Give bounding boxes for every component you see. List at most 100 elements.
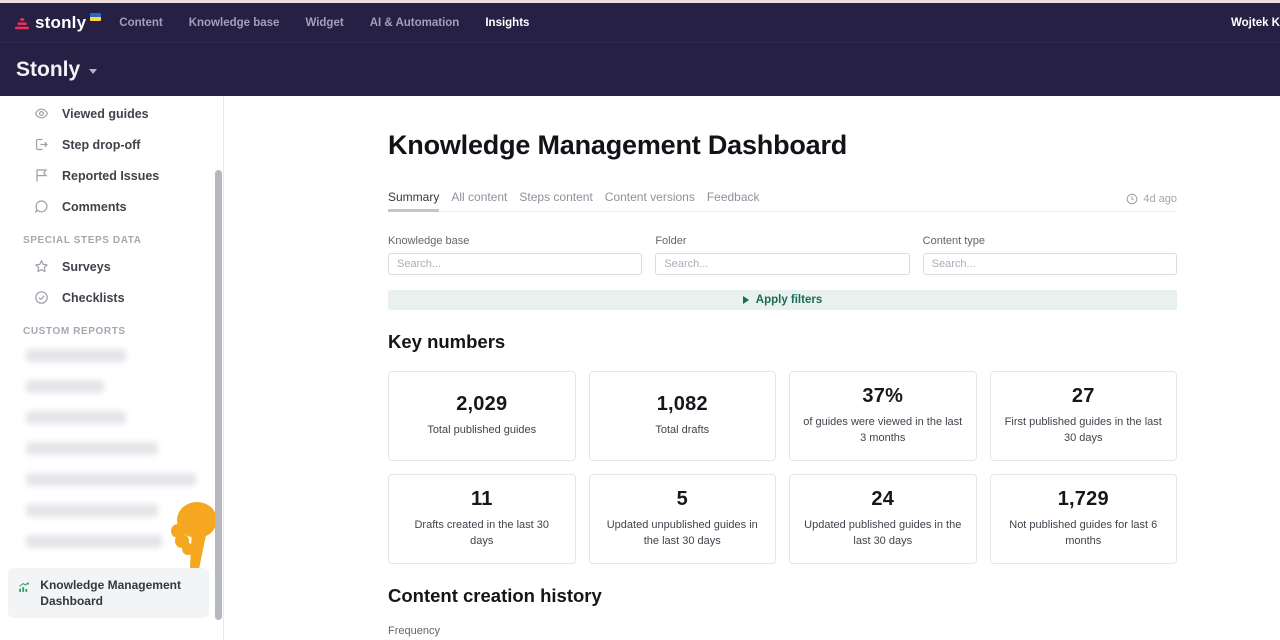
stat-value: 1,729 xyxy=(1057,488,1109,511)
comment-icon xyxy=(35,200,48,214)
stat-label: Updated published guides in the last 30 … xyxy=(804,519,962,547)
sidebar-item-checklists[interactable]: Checklists xyxy=(0,282,223,313)
content-type-search-input[interactable] xyxy=(922,253,1177,275)
redacted-report-item[interactable] xyxy=(26,535,162,548)
redacted-report-item[interactable] xyxy=(26,380,104,393)
content-creation-history-heading: Content creation history xyxy=(388,585,602,606)
active-report-label: Knowledge Management Dashboard xyxy=(40,577,181,608)
redacted-report-item[interactable] xyxy=(26,473,196,486)
chart-trend-icon xyxy=(19,581,29,592)
top-nav: stonly Content Knowledge base Widget AI … xyxy=(0,3,1280,42)
sidebar-scrollbar[interactable] xyxy=(215,170,222,620)
play-triangle-icon xyxy=(742,296,749,304)
stat-value: 24 xyxy=(871,488,895,511)
stat-card-updated-published: 24 Updated published guides in the last … xyxy=(789,474,977,564)
key-numbers-grid: 2,029 Total published guides 1,082 Total… xyxy=(388,371,1177,564)
nav-item-knowledge-base[interactable]: Knowledge base xyxy=(188,16,280,29)
nav-item-insights[interactable]: Insights xyxy=(485,16,530,29)
tab-feedback[interactable]: Feedback xyxy=(706,189,760,204)
page-top-accent-line xyxy=(0,0,1280,3)
nav-item-content[interactable]: Content xyxy=(119,16,163,29)
top-nav-items: Content Knowledge base Widget AI & Autom… xyxy=(119,17,529,29)
sidebar-item-label: Checklists xyxy=(62,290,125,305)
tab-all-content[interactable]: All content xyxy=(451,189,508,204)
stat-value: 5 xyxy=(676,488,688,511)
stat-value: 11 xyxy=(470,488,493,511)
apply-filters-button[interactable]: Apply filters xyxy=(388,290,1177,310)
key-numbers-heading: Key numbers xyxy=(388,331,506,352)
user-menu[interactable]: Wojtek K xyxy=(1231,16,1280,29)
sidebar-item-surveys[interactable]: Surveys xyxy=(0,251,223,282)
sidebar-item-comments[interactable]: Comments xyxy=(0,191,223,222)
tab-bar: Summary All content Steps content Conten… xyxy=(388,186,1177,212)
stat-label: Updated unpublished guides in the last 3… xyxy=(606,519,758,547)
check-circle-icon xyxy=(35,291,48,304)
tab-steps-content[interactable]: Steps content xyxy=(519,189,593,204)
sidebar-item-label: Viewed guides xyxy=(62,106,149,121)
page-title: Knowledge Management Dashboard xyxy=(388,130,848,160)
stat-value: 27 xyxy=(1071,385,1095,408)
insights-sidebar: Viewed guides Step drop-off Reported Iss… xyxy=(0,96,224,640)
sidebar-item-label: Surveys xyxy=(62,259,111,274)
flag-icon xyxy=(36,169,48,182)
stat-card-total-published-guides: 2,029 Total published guides xyxy=(388,371,576,461)
main-content: Knowledge Management Dashboard Summary A… xyxy=(224,96,1280,640)
sidebar-item-viewed-guides[interactable]: Viewed guides xyxy=(0,98,223,129)
stat-value: 2,029 xyxy=(456,393,508,416)
stat-value: 37% xyxy=(862,385,904,408)
pointing-hand-arrow xyxy=(171,502,217,575)
stat-label: of guides were viewed in the last 3 mont… xyxy=(803,416,963,444)
workspace-name[interactable]: Stonly xyxy=(16,57,81,81)
chevron-down-icon[interactable] xyxy=(89,69,98,74)
stat-card-updated-unpublished: 5 Updated unpublished guides in the last… xyxy=(588,474,776,564)
filters-row: Knowledge base Folder Content type xyxy=(388,235,1177,275)
frequency-label: Frequency xyxy=(388,625,440,637)
redacted-report-item[interactable] xyxy=(26,349,126,362)
custom-reports-list xyxy=(0,349,223,548)
filter-folder: Folder xyxy=(655,235,910,275)
stat-card-total-drafts: 1,082 Total drafts xyxy=(588,371,776,461)
brand-name: stonly xyxy=(35,12,87,32)
stat-card-not-published: 1,729 Not published guides for last 6 mo… xyxy=(989,474,1177,564)
knowledge-base-search-input[interactable] xyxy=(388,253,643,275)
nav-item-ai-automation[interactable]: AI & Automation xyxy=(369,16,460,29)
tab-content-versions[interactable]: Content versions xyxy=(604,189,695,204)
last-updated: 4d ago xyxy=(1126,193,1177,205)
sidebar-item-knowledge-management-dashboard[interactable]: Knowledge Management Dashboard xyxy=(8,567,209,618)
sidebar-item-label: Step drop-off xyxy=(62,137,141,152)
stat-label: Not published guides for last 6 months xyxy=(1009,519,1158,547)
tab-summary[interactable]: Summary xyxy=(388,186,440,212)
redacted-report-item[interactable] xyxy=(26,442,158,455)
stonly-logo[interactable]: stonly xyxy=(14,10,102,36)
stat-card-drafts-created: 11 Drafts created in the last 30 days xyxy=(388,474,576,564)
stat-label: Total published guides xyxy=(427,424,537,437)
filter-label: Folder xyxy=(655,235,687,247)
stat-card-viewed-percentage: 37% of guides were viewed in the last 3 … xyxy=(789,371,977,461)
sidebar-section-special-steps-data: SPECIAL STEPS DATA xyxy=(23,235,142,246)
apply-filters-label: Apply filters xyxy=(755,294,823,306)
eye-icon xyxy=(34,108,49,119)
sidebar-section-custom-reports: CUSTOM REPORTS xyxy=(23,326,126,337)
filter-label: Content type xyxy=(922,235,986,247)
stat-value: 1,082 xyxy=(656,393,708,416)
step-exit-icon xyxy=(35,138,48,151)
sidebar-item-reported-issues[interactable]: Reported Issues xyxy=(0,160,223,191)
redacted-report-item[interactable] xyxy=(26,411,126,424)
clock-icon xyxy=(1126,193,1138,204)
nav-item-widget[interactable]: Widget xyxy=(305,16,344,29)
last-updated-text: 4d ago xyxy=(1143,192,1177,205)
filter-content-type: Content type xyxy=(922,235,1177,275)
workspace-bar: Stonly xyxy=(0,42,1280,96)
stat-label: First published guides in the last 30 da… xyxy=(1004,416,1162,444)
folder-search-input[interactable] xyxy=(655,253,910,275)
ukraine-flag-icon xyxy=(90,12,102,21)
redacted-report-item[interactable] xyxy=(26,504,158,517)
star-icon xyxy=(35,260,48,273)
stonly-logo-icon xyxy=(15,17,29,29)
sidebar-item-step-drop-off[interactable]: Step drop-off xyxy=(0,129,223,160)
filter-label: Knowledge base xyxy=(388,235,470,247)
stat-card-first-published: 27 First published guides in the last 30… xyxy=(989,371,1177,461)
stat-label: Drafts created in the last 30 days xyxy=(414,519,549,547)
sidebar-item-label: Reported Issues xyxy=(62,168,160,183)
filter-knowledge-base: Knowledge base xyxy=(388,235,643,275)
